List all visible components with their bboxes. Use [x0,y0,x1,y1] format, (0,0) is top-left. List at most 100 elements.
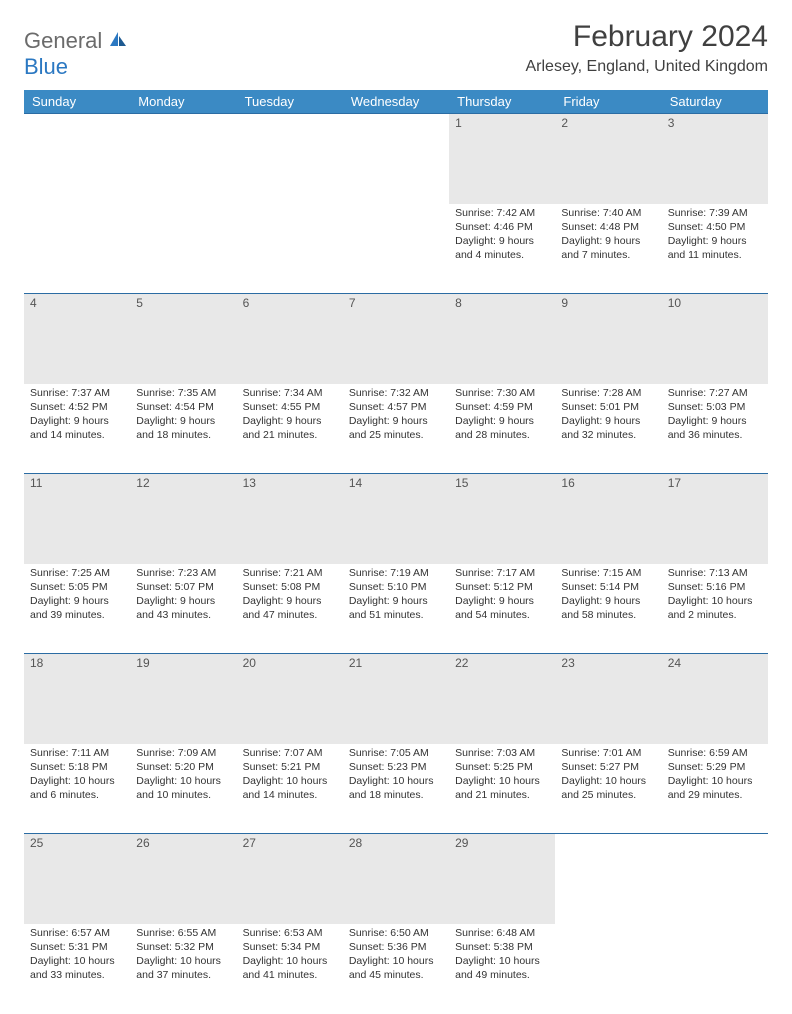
daylight-line2: and 32 minutes. [561,428,655,442]
daylight-line2: and 29 minutes. [668,788,762,802]
daylight-line2: and 4 minutes. [455,248,549,262]
day-number-cell [130,114,236,204]
day-number-cell: 14 [343,474,449,564]
day-number-cell: 4 [24,294,130,384]
daylight-line1: Daylight: 10 hours [668,774,762,788]
day-number-cell: 7 [343,294,449,384]
day-number-cell: 29 [449,834,555,924]
sunrise-text: Sunrise: 7:19 AM [349,566,443,580]
sunrise-text: Sunrise: 7:21 AM [243,566,337,580]
sunset-text: Sunset: 4:55 PM [243,400,337,414]
daylight-line2: and 6 minutes. [30,788,124,802]
content-row: Sunrise: 6:57 AMSunset: 5:31 PMDaylight:… [24,924,768,1014]
daylight-line2: and 41 minutes. [243,968,337,982]
day-number-cell: 9 [555,294,661,384]
sunrise-text: Sunrise: 7:17 AM [455,566,549,580]
day-number-cell: 10 [662,294,768,384]
sunrise-text: Sunrise: 7:25 AM [30,566,124,580]
daylight-line1: Daylight: 9 hours [668,414,762,428]
weekday-header: Sunday [24,90,130,114]
day-number-cell: 23 [555,654,661,744]
sunset-text: Sunset: 5:18 PM [30,760,124,774]
daylight-line1: Daylight: 10 hours [243,954,337,968]
daylight-line2: and 25 minutes. [349,428,443,442]
day-content-cell: Sunrise: 7:39 AMSunset: 4:50 PMDaylight:… [662,204,768,294]
daylight-line1: Daylight: 9 hours [561,594,655,608]
day-content-cell: Sunrise: 7:25 AMSunset: 5:05 PMDaylight:… [24,564,130,654]
sunset-text: Sunset: 4:59 PM [455,400,549,414]
sunrise-text: Sunrise: 7:42 AM [455,206,549,220]
sunset-text: Sunset: 5:29 PM [668,760,762,774]
sunrise-text: Sunrise: 7:40 AM [561,206,655,220]
day-number-cell: 17 [662,474,768,564]
calendar-head: SundayMondayTuesdayWednesdayThursdayFrid… [24,90,768,114]
sunset-text: Sunset: 5:27 PM [561,760,655,774]
content-row: Sunrise: 7:11 AMSunset: 5:18 PMDaylight:… [24,744,768,834]
day-number-cell: 24 [662,654,768,744]
day-content-cell: Sunrise: 7:21 AMSunset: 5:08 PMDaylight:… [237,564,343,654]
day-content-cell: Sunrise: 6:59 AMSunset: 5:29 PMDaylight:… [662,744,768,834]
day-content-cell: Sunrise: 7:28 AMSunset: 5:01 PMDaylight:… [555,384,661,474]
sunset-text: Sunset: 5:20 PM [136,760,230,774]
daylight-line2: and 18 minutes. [136,428,230,442]
daylight-line2: and 49 minutes. [455,968,549,982]
daylight-line1: Daylight: 10 hours [455,954,549,968]
day-content-cell: Sunrise: 7:05 AMSunset: 5:23 PMDaylight:… [343,744,449,834]
daylight-line2: and 45 minutes. [349,968,443,982]
daylight-line1: Daylight: 10 hours [136,774,230,788]
daylight-line2: and 28 minutes. [455,428,549,442]
day-content-cell: Sunrise: 7:34 AMSunset: 4:55 PMDaylight:… [237,384,343,474]
sunset-text: Sunset: 5:23 PM [349,760,443,774]
day-content-cell: Sunrise: 7:01 AMSunset: 5:27 PMDaylight:… [555,744,661,834]
daynum-row: 45678910 [24,294,768,384]
sunrise-text: Sunrise: 6:48 AM [455,926,549,940]
daylight-line2: and 36 minutes. [668,428,762,442]
sunset-text: Sunset: 5:36 PM [349,940,443,954]
daylight-line1: Daylight: 9 hours [455,414,549,428]
day-content-cell [130,204,236,294]
daylight-line2: and 51 minutes. [349,608,443,622]
sunset-text: Sunset: 4:57 PM [349,400,443,414]
daylight-line1: Daylight: 9 hours [136,594,230,608]
weekday-header: Monday [130,90,236,114]
day-content-cell [555,924,661,1014]
brand-logo: General Blue [24,28,128,80]
day-content-cell [237,204,343,294]
day-number-cell: 13 [237,474,343,564]
daylight-line2: and 7 minutes. [561,248,655,262]
daylight-line1: Daylight: 10 hours [349,954,443,968]
sunset-text: Sunset: 5:03 PM [668,400,762,414]
daylight-line2: and 14 minutes. [30,428,124,442]
sunrise-text: Sunrise: 7:03 AM [455,746,549,760]
day-content-cell: Sunrise: 7:27 AMSunset: 5:03 PMDaylight:… [662,384,768,474]
day-number-cell [343,114,449,204]
sunrise-text: Sunrise: 7:01 AM [561,746,655,760]
daynum-row: 2526272829 [24,834,768,924]
weekday-header: Tuesday [237,90,343,114]
sunrise-text: Sunrise: 7:23 AM [136,566,230,580]
sunrise-text: Sunrise: 6:55 AM [136,926,230,940]
daylight-line1: Daylight: 9 hours [349,414,443,428]
brand-text: General Blue [24,28,128,80]
day-content-cell [343,204,449,294]
daylight-line2: and 11 minutes. [668,248,762,262]
sunrise-text: Sunrise: 6:53 AM [243,926,337,940]
daylight-line1: Daylight: 9 hours [455,234,549,248]
day-number-cell [662,834,768,924]
day-content-cell: Sunrise: 6:55 AMSunset: 5:32 PMDaylight:… [130,924,236,1014]
sunset-text: Sunset: 5:25 PM [455,760,549,774]
day-content-cell: Sunrise: 7:32 AMSunset: 4:57 PMDaylight:… [343,384,449,474]
title-block: February 2024 Arlesey, England, United K… [525,20,768,76]
daylight-line1: Daylight: 10 hours [136,954,230,968]
day-content-cell: Sunrise: 7:42 AMSunset: 4:46 PMDaylight:… [449,204,555,294]
daynum-row: 11121314151617 [24,474,768,564]
daylight-line2: and 54 minutes. [455,608,549,622]
daylight-line1: Daylight: 9 hours [349,594,443,608]
daylight-line2: and 58 minutes. [561,608,655,622]
sunset-text: Sunset: 5:31 PM [30,940,124,954]
day-number-cell [555,834,661,924]
day-content-cell: Sunrise: 7:40 AMSunset: 4:48 PMDaylight:… [555,204,661,294]
daynum-row: 18192021222324 [24,654,768,744]
day-number-cell: 20 [237,654,343,744]
day-content-cell: Sunrise: 7:07 AMSunset: 5:21 PMDaylight:… [237,744,343,834]
